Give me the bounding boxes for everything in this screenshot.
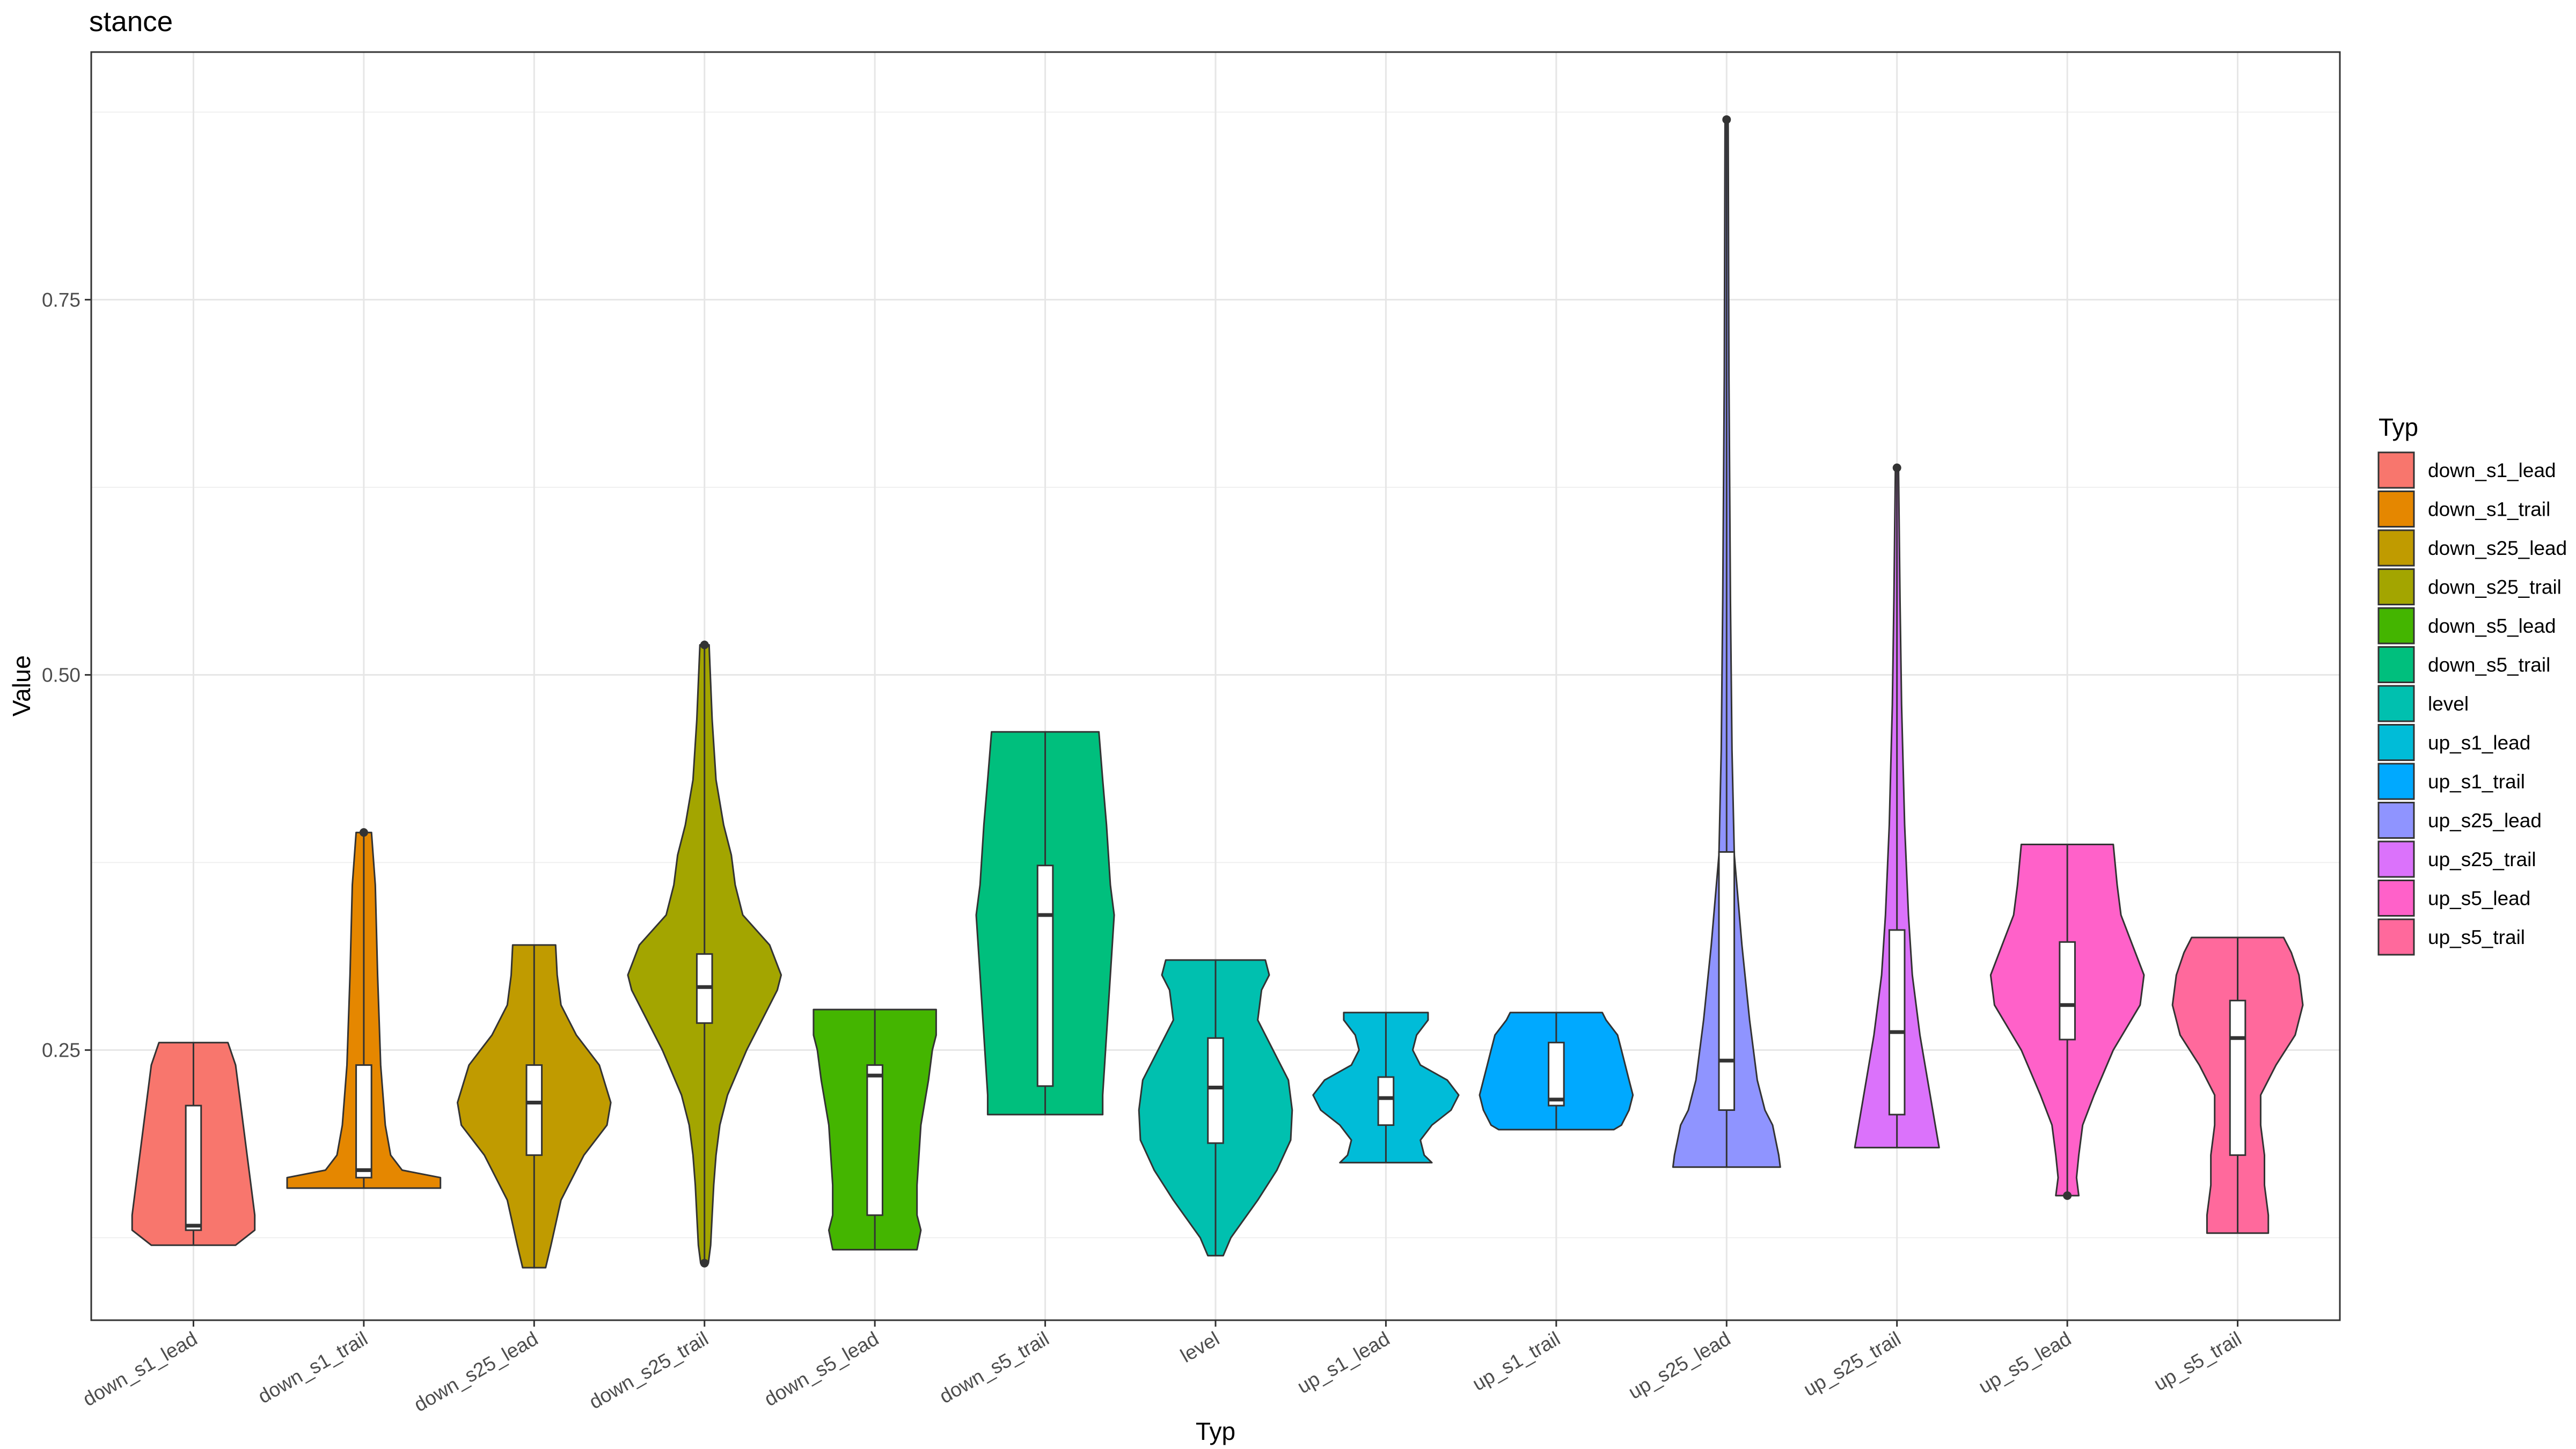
- legend-key: [2377, 568, 2415, 605]
- outlier-point: [700, 640, 709, 649]
- legend-label: down_s25_trail: [2428, 576, 2562, 598]
- violin-up_s25_trail: [1854, 463, 1940, 1148]
- legend-label: down_s1_trail: [2428, 499, 2550, 521]
- x-tick-label: down_s5_lead: [760, 1327, 882, 1410]
- x-tick-label: up_s5_lead: [1975, 1327, 2075, 1397]
- legend-label: up_s1_trail: [2428, 771, 2525, 793]
- violin-up_s1_trail: [1479, 1012, 1634, 1131]
- violin-up_s5_trail: [2171, 936, 2304, 1234]
- violin-down_s1_lead: [131, 1042, 256, 1246]
- legend-label: up_s25_trail: [2428, 848, 2536, 870]
- violin-up_s1_lead: [1312, 1012, 1460, 1163]
- legend-label: down_s5_trail: [2428, 654, 2550, 676]
- x-tick-label: down_s1_trail: [254, 1327, 371, 1408]
- x-axis: down_s1_lead down_s1_trail down_s25_lead do…: [79, 1320, 2245, 1416]
- box: [185, 1104, 202, 1231]
- legend-key: [2377, 607, 2415, 645]
- legend-key: [2377, 918, 2415, 956]
- outlier-point: [359, 828, 368, 837]
- violin-up_s5_lead: [1989, 844, 2145, 1200]
- outlier-point: [1892, 463, 1901, 472]
- outlier-point: [2063, 1191, 2072, 1200]
- legend-key: [2377, 840, 2415, 878]
- chart-title: stance: [89, 6, 173, 38]
- box: [1377, 1076, 1395, 1126]
- legend-key: [2377, 880, 2415, 917]
- violin-down_s5_lead: [813, 1008, 937, 1251]
- x-axis-title: Typ: [1196, 1417, 1235, 1445]
- violins: [131, 115, 2304, 1269]
- legend-key: [2377, 685, 2415, 722]
- violin-level: [1138, 959, 1293, 1257]
- y-tick-label: 0.25: [42, 1040, 80, 1062]
- legend-key: [2377, 451, 2415, 489]
- violin-down_s25_trail: [627, 640, 782, 1268]
- x-tick-label: down_s1_lead: [79, 1327, 201, 1410]
- legend-key: [2377, 646, 2415, 683]
- box: [1888, 929, 1906, 1116]
- violin-up_s25_lead: [1672, 115, 1781, 1168]
- y-axis: 0.25 0.50 0.75: [42, 289, 91, 1062]
- box: [866, 1064, 883, 1216]
- legend-label: down_s5_lead: [2428, 615, 2556, 637]
- box: [1036, 865, 1054, 1087]
- legend-label: up_s1_lead: [2428, 732, 2530, 754]
- x-tick-label: up_s5_trail: [2150, 1327, 2245, 1395]
- x-tick-label: down_s5_trail: [935, 1327, 1052, 1408]
- outlier-point: [700, 1258, 709, 1268]
- legend-key: [2377, 763, 2415, 800]
- box: [1718, 851, 1736, 1111]
- box: [2059, 941, 2076, 1041]
- violin-down_s1_trail: [286, 828, 442, 1189]
- x-tick-label: level: [1177, 1327, 1223, 1367]
- legend-label: up_s5_trail: [2428, 926, 2525, 948]
- legend-label: up_s5_lead: [2428, 888, 2530, 910]
- x-tick-label: up_s25_trail: [1800, 1327, 1905, 1400]
- y-tick-label: 0.50: [42, 664, 80, 686]
- legend-key: [2377, 724, 2415, 761]
- box: [355, 1064, 372, 1179]
- violin-down_s5_trail: [975, 731, 1115, 1116]
- legend-key: [2377, 802, 2415, 839]
- x-tick-label: up_s1_lead: [1293, 1327, 1393, 1397]
- y-axis-title: Value: [8, 655, 35, 716]
- box: [2229, 999, 2246, 1156]
- x-tick-label: down_s25_trail: [586, 1327, 712, 1413]
- x-tick-label: up_s25_lead: [1624, 1327, 1734, 1403]
- legend-label: up_s25_lead: [2428, 810, 2542, 832]
- legend: Typ down_s1_lead down_s1_trail down_s25_le…: [2377, 413, 2567, 956]
- legend-title: Typ: [2379, 413, 2418, 441]
- outlier-point: [1722, 115, 1731, 124]
- box: [525, 1064, 543, 1156]
- legend-label: down_s25_lead: [2428, 537, 2567, 559]
- violin-down_s25_lead: [457, 944, 612, 1269]
- x-tick-label: up_s1_trail: [1469, 1327, 1564, 1395]
- legend-label: down_s1_lead: [2428, 459, 2556, 481]
- legend-key: [2377, 491, 2415, 528]
- legend-key: [2377, 529, 2415, 567]
- box: [1548, 1042, 1565, 1107]
- box: [1207, 1037, 1224, 1144]
- y-tick-label: 0.75: [42, 289, 80, 311]
- legend-label: level: [2428, 693, 2469, 715]
- x-tick-label: down_s25_lead: [410, 1327, 541, 1416]
